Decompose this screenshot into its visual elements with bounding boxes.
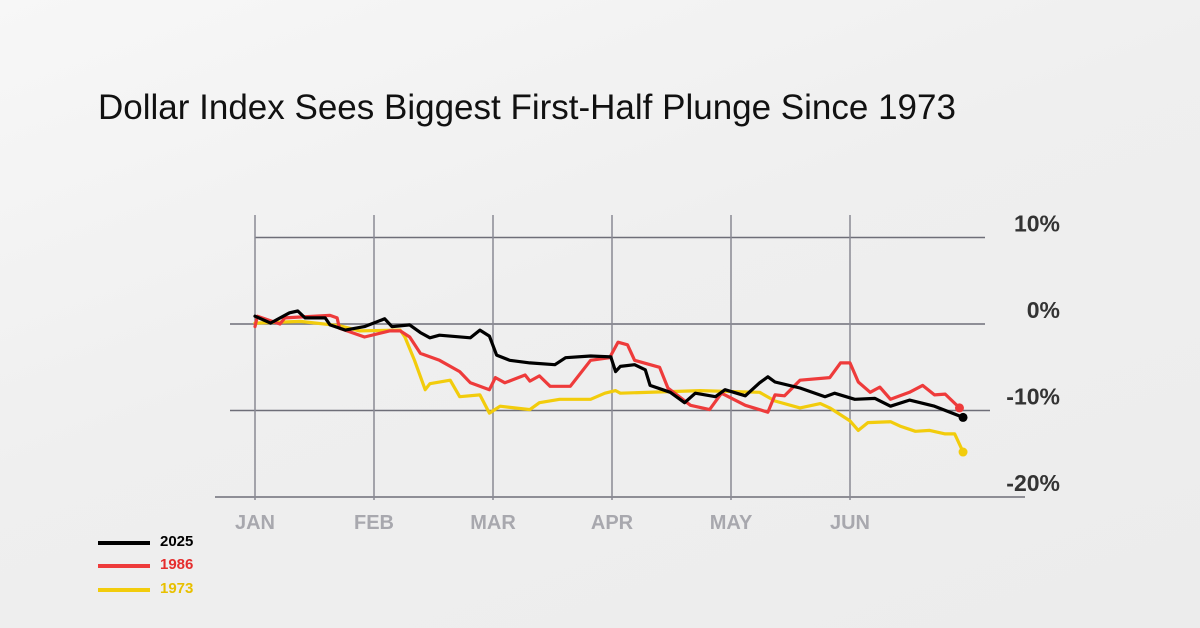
legend-label: 1986 (160, 556, 194, 573)
series-line-1973 (253, 319, 965, 454)
series-endpoint-2025 (958, 412, 968, 422)
chart-title: Dollar Index Sees Biggest First-Half Plu… (98, 88, 956, 127)
x-tick-label: JAN (235, 512, 275, 534)
x-tick-label: MAY (710, 512, 753, 534)
y-tick-label: 10% (1014, 211, 1060, 237)
legend-swatch (98, 541, 150, 545)
series-line-1986 (253, 313, 962, 414)
x-tick-label: JUN (830, 512, 870, 534)
legend-label: 1973 (160, 580, 194, 597)
legend-swatch (98, 564, 150, 568)
x-tick-label: MAR (470, 512, 516, 534)
series-endpoint-1986 (954, 403, 964, 413)
legend-label: 2025 (160, 533, 194, 550)
x-tick-label: FEB (354, 512, 394, 534)
series-endpoint-1973 (958, 447, 968, 457)
series-line-2025 (253, 309, 965, 419)
y-tick-label: 0% (1027, 297, 1060, 323)
y-tick-label: -10% (1006, 384, 1060, 410)
y-tick-label: -20% (1006, 470, 1060, 496)
x-tick-label: APR (591, 512, 634, 534)
legend-swatch (98, 588, 150, 592)
